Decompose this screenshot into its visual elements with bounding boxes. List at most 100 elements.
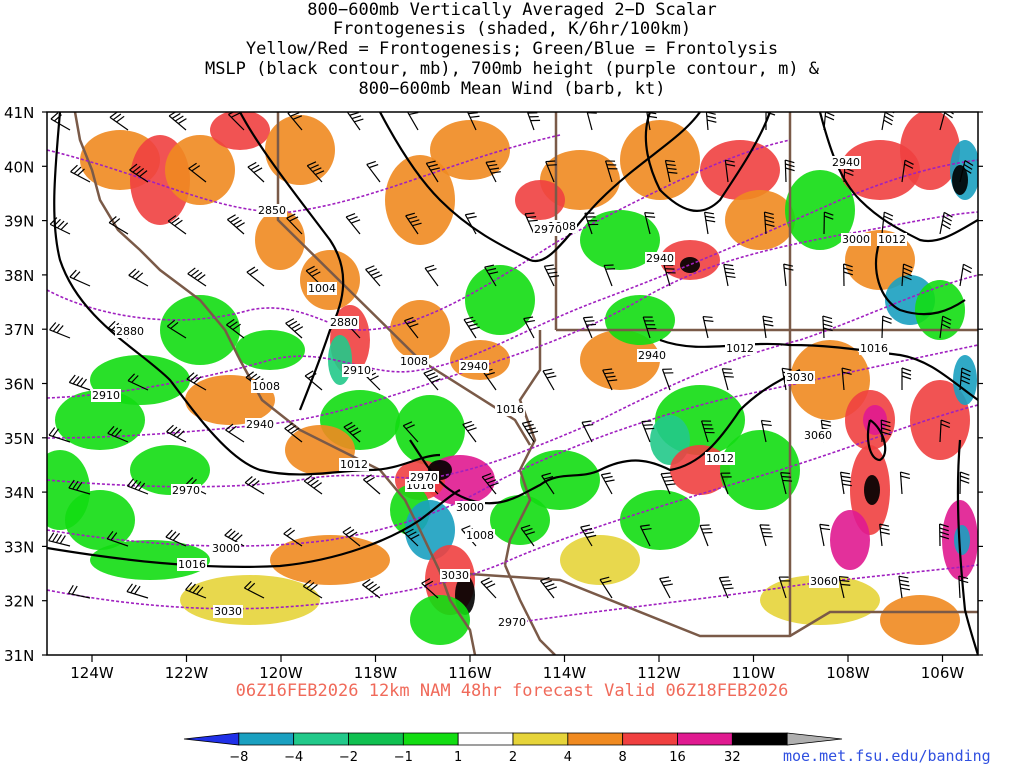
colorbar-segment	[457, 732, 514, 746]
mslp-label-bg	[177, 558, 207, 571]
wind-barb	[939, 211, 953, 235]
wind-barb	[545, 160, 557, 183]
wind-barb	[68, 374, 91, 391]
wind-barb	[462, 420, 477, 443]
colorbar-label: 1	[454, 750, 462, 765]
shading-blob	[300, 250, 360, 310]
shading-blob	[680, 257, 700, 273]
wind-barb	[822, 315, 833, 339]
wind-barb	[661, 368, 674, 391]
shading-blob	[863, 405, 887, 435]
wind-barb	[819, 523, 831, 547]
wind-barb	[401, 525, 420, 547]
wind-barb	[823, 211, 834, 235]
lon-label: 108W	[826, 664, 870, 682]
colorbar-segment	[512, 732, 569, 746]
lon-label: 116W	[448, 664, 492, 682]
wind-barb	[67, 584, 91, 599]
mslp-contour-1012	[47, 489, 461, 568]
height-label: 2880	[330, 316, 358, 329]
mslp-contour-west	[53, 112, 441, 476]
wind-barb	[424, 264, 439, 287]
wind-barb	[127, 373, 149, 391]
mslp-label-bg	[251, 380, 281, 393]
height-label: 2910	[343, 364, 371, 377]
mslp-label: 1016	[860, 342, 888, 355]
mslp-label-bg	[705, 452, 735, 465]
wind-barb	[108, 216, 129, 235]
wind-barb	[226, 318, 245, 339]
mexico-border	[439, 570, 978, 638]
wind-barb	[49, 217, 71, 235]
wind-barb	[783, 263, 794, 287]
ca-coast	[73, 112, 442, 573]
height-contour-2910	[47, 159, 978, 399]
wind-barb	[524, 212, 538, 235]
wind-barb	[284, 422, 303, 443]
wind-barb	[48, 427, 71, 443]
wind-barb	[699, 524, 713, 547]
wind-barb	[602, 368, 618, 391]
wind-barb	[106, 530, 129, 547]
lon-label: 122W	[165, 664, 209, 682]
colorbar-segment	[183, 732, 240, 746]
height-contour-3030	[47, 404, 978, 610]
wind-barb	[723, 263, 736, 287]
wind-barb	[543, 264, 560, 287]
title-line-1: 800−600mb Vertically Averaged 2−D Scalar	[307, 0, 717, 20]
wind-barb	[423, 369, 441, 391]
shading-blob	[880, 595, 960, 645]
height-label-bg	[342, 364, 372, 377]
mslp-contour-east2	[875, 239, 966, 316]
height-label: 2940	[638, 349, 666, 362]
lat-label: 41N	[4, 104, 34, 122]
height-label: 2940	[460, 360, 488, 373]
mslp-label-bg	[877, 233, 907, 246]
lat-label: 35N	[4, 430, 34, 448]
mslp-contours	[47, 112, 978, 655]
wind-barb	[186, 372, 207, 391]
wind-barb	[304, 370, 323, 391]
wind-barb	[881, 315, 892, 339]
colorbar-segment	[238, 732, 295, 746]
shading-blob	[790, 340, 870, 420]
height-label-bg	[841, 233, 871, 246]
wind-barb	[901, 367, 912, 390]
colorbar-segment	[731, 732, 788, 746]
wind-barb	[345, 213, 361, 235]
wind-barb	[718, 576, 734, 599]
colorbar-segment	[293, 732, 349, 746]
height-label: 3000	[212, 542, 240, 555]
wind-barb	[604, 160, 618, 183]
shading-blob	[620, 490, 700, 550]
height-label-bg	[459, 360, 489, 373]
colorbar-label: 32	[724, 750, 741, 765]
wind-barb	[306, 161, 325, 183]
wind-barb	[286, 213, 303, 235]
wind-barb	[480, 577, 497, 599]
colorado-river	[503, 330, 542, 566]
wind-barb	[126, 478, 149, 495]
wind-barb	[405, 212, 422, 235]
wind-barb	[466, 112, 480, 131]
wind-barb	[542, 368, 557, 391]
wind-barbs	[48, 112, 974, 599]
colorbar-label: −1	[394, 750, 413, 765]
lon-label: 120W	[259, 664, 303, 682]
wind-barb	[520, 524, 535, 547]
height-label-bg	[91, 389, 121, 402]
shading-blob	[385, 155, 455, 245]
lat-label: 31N	[4, 647, 34, 665]
height-contour-2880	[47, 139, 791, 331]
wind-barb	[362, 578, 381, 599]
wind-barb	[702, 315, 714, 339]
wind-barb	[959, 471, 970, 495]
wind-barb	[287, 112, 303, 131]
title-line-4: MSLP (black contour, mb), 700mb height (…	[204, 59, 820, 79]
height-label-bg	[533, 223, 563, 236]
shading-blob	[560, 535, 640, 585]
height-contour-2970	[47, 274, 978, 488]
shading-blob	[580, 210, 660, 270]
wind-barb	[463, 316, 480, 339]
